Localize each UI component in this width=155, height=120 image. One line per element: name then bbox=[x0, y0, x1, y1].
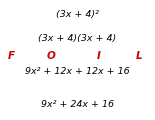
Text: 9x² + 12x + 12x + 16: 9x² + 12x + 12x + 16 bbox=[25, 67, 130, 77]
Text: 9x² + 24x + 16: 9x² + 24x + 16 bbox=[41, 100, 114, 109]
Text: I: I bbox=[97, 51, 101, 61]
Text: (3x + 4)(3x + 4): (3x + 4)(3x + 4) bbox=[38, 34, 117, 43]
Text: F: F bbox=[7, 51, 14, 61]
Text: L: L bbox=[136, 51, 143, 61]
Text: (3x + 4)²: (3x + 4)² bbox=[56, 10, 99, 19]
Text: O: O bbox=[47, 51, 56, 61]
